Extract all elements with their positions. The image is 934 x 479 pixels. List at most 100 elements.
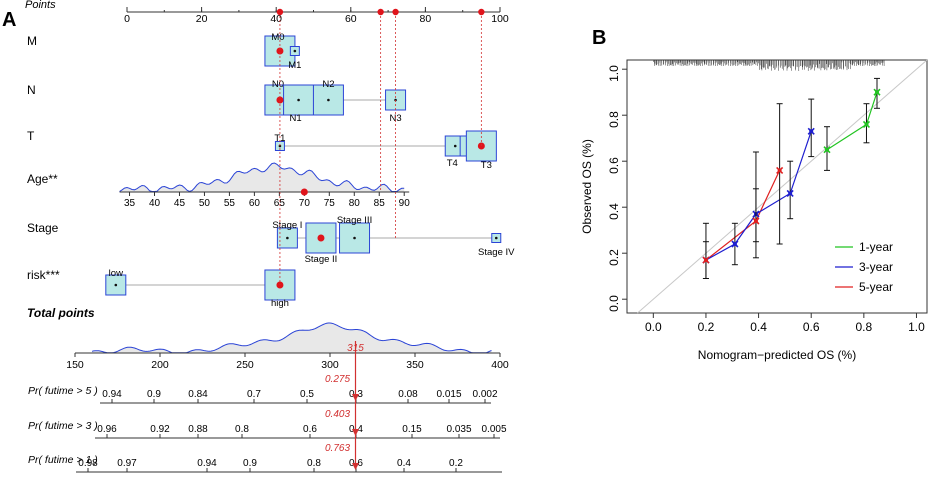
selected-point-dot <box>317 234 325 242</box>
level-label: N1 <box>290 113 302 124</box>
prob-axis-tick-label: 0.002 <box>472 389 497 400</box>
total-axis-tick-label: 250 <box>236 359 254 371</box>
data-point-dot <box>788 191 793 196</box>
data-point-dot <box>703 258 708 263</box>
plot-frame <box>626 59 928 314</box>
panel-b-label: B <box>592 27 606 49</box>
total-axis-tick-label: 350 <box>406 359 424 371</box>
level-label: high <box>271 298 289 309</box>
x-axis-tick-label: 1.0 <box>908 320 925 334</box>
total-axis-tick-label: 200 <box>151 359 169 371</box>
prob-axis-tick-label: 0.4 <box>397 458 411 469</box>
y-axis-tick-label: 0.2 <box>607 249 621 266</box>
prob-axis-tick-label: 0.8 <box>235 424 249 435</box>
data-point-dot <box>777 168 782 173</box>
level-center-dot <box>453 144 457 148</box>
row-label-4: Stage <box>27 221 59 235</box>
y-axis-tick-label: 0.0 <box>607 295 621 312</box>
prob-axis-label: Pr( futime > 3 ) <box>28 420 98 432</box>
reference-diagonal <box>637 59 928 314</box>
total-points-label: Total points <box>27 306 95 320</box>
level-label: M1 <box>288 60 301 71</box>
prob-axis-tick-label: 0.8 <box>307 458 321 469</box>
prob-axis-tick-label: 0.92 <box>150 424 170 435</box>
level-label: N2 <box>322 79 334 90</box>
y-axis-tick-label: 0.8 <box>607 111 621 128</box>
points-axis-marker <box>392 8 399 16</box>
level-label: Stage IV <box>478 247 515 258</box>
level-center-dot <box>286 236 289 240</box>
level-label: M0 <box>271 32 284 43</box>
row-label-age: Age** <box>27 172 58 186</box>
age-axis-tick-label: 35 <box>124 198 136 209</box>
level-label: N3 <box>389 113 401 124</box>
calibration-panel: B 0.0 0.2 0.4 0.6 0.8 1.0 0.0 0.2 0.4 0.6 0.8 1.0 No… <box>580 27 928 362</box>
guide-arrow <box>352 394 359 401</box>
prob-axis-tick-label: 0.98 <box>78 458 98 469</box>
rug-marks <box>653 60 885 71</box>
prob-value-label: 0.275 <box>325 374 350 385</box>
age-axis-tick-label: 65 <box>274 198 286 209</box>
prob-axis-tick-label: 0.84 <box>188 389 208 400</box>
points-axis-tick-label: 0 <box>124 13 130 25</box>
age-axis-tick-label: 80 <box>349 198 361 209</box>
y-axis-tick-label: 1.0 <box>607 65 621 82</box>
level-center-dot <box>494 236 498 240</box>
level-label: Stage III <box>337 215 372 226</box>
level-label: N0 <box>272 79 284 90</box>
prob-axis-tick-label: 0.94 <box>102 389 122 400</box>
x-axis-tick-label: 0.2 <box>698 320 715 334</box>
age-density-fill <box>119 163 405 192</box>
level-center-dot <box>327 98 330 102</box>
prob-axis-label: Pr( futime > 1 ) <box>28 454 98 466</box>
points-axis-tick-label: 20 <box>196 13 208 25</box>
total-density-fill <box>92 323 492 353</box>
x-axis-tick-label: 0.8 <box>855 320 872 334</box>
series-line-3-year <box>705 131 812 261</box>
prob-axis-tick-label: 0.035 <box>446 424 471 435</box>
row-label-1: N <box>27 83 36 97</box>
data-point-dot <box>864 122 869 127</box>
y-axis-title: Observed OS (%) <box>580 139 594 234</box>
level-label: Stage I <box>272 220 302 231</box>
level-label: T1 <box>274 133 285 144</box>
legend-entry: 5-year <box>859 280 893 294</box>
points-axis-marker <box>276 8 284 16</box>
prob-axis-label: Pr( futime > 5 ) <box>28 385 98 397</box>
prob-axis-tick-label: 0.08 <box>398 389 418 400</box>
prob-axis-tick-label: 0.9 <box>243 458 257 469</box>
x-axis-tick-label: 0.4 <box>750 320 767 334</box>
nomogram-panel: A Points 0 20 40 60 80 100 M M0 M1 N N0 N1 N2 N3 T T1 T4 T… <box>2 0 515 473</box>
total-axis-tick-label: 300 <box>321 359 339 371</box>
prob-axis-tick-label: 0.005 <box>481 424 506 435</box>
points-axis-tick-label: 60 <box>345 13 357 25</box>
level-center-dot <box>297 98 300 102</box>
prob-axis-tick-label: 0.94 <box>197 458 217 469</box>
age-axis-tick-label: 45 <box>174 198 186 209</box>
legend-entry: 3-year <box>859 260 893 274</box>
data-point-dot <box>753 219 758 223</box>
data-point-dot <box>732 242 737 246</box>
y-axis-tick-label: 0.6 <box>607 157 621 174</box>
prob-axis-tick-label: 0.88 <box>188 424 208 435</box>
prob-axis-tick-label: 0.2 <box>449 458 463 469</box>
series-line-5-year <box>705 170 781 261</box>
level-label: Stage II <box>305 254 338 265</box>
points-axis-tick-label: 100 <box>491 13 509 25</box>
prob-axis-tick-label: 0.9 <box>147 389 161 400</box>
age-axis-tick-label: 60 <box>249 198 261 209</box>
total-axis-tick-label: 150 <box>66 359 84 371</box>
age-axis-tick-label: 75 <box>324 198 336 209</box>
prob-axis-tick-label: 0.7 <box>247 389 261 400</box>
prob-axis-tick-label: 0.015 <box>436 389 461 400</box>
age-axis-tick-label: 40 <box>149 198 161 209</box>
selected-age-dot <box>300 188 308 196</box>
row-label-0: M <box>27 34 37 48</box>
total-density-line <box>91 322 492 354</box>
level-center-dot <box>353 236 356 240</box>
legend-entry: 1-year <box>859 240 893 254</box>
age-axis-tick-label: 55 <box>224 198 236 209</box>
data-point-dot <box>809 129 814 134</box>
x-axis-title: Nomogram−predicted OS (%) <box>698 348 856 362</box>
